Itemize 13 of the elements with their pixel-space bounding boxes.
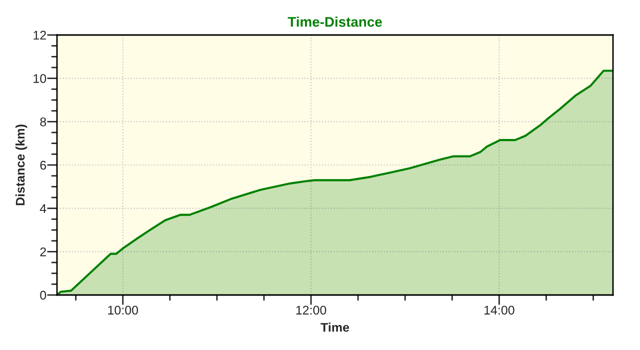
x-tick-label: 10:00 [108,306,138,315]
y-tick-label: 4 [40,204,46,213]
y-tick-label: 12 [34,30,46,40]
y-axis-title: Distance (km) [15,124,28,206]
y-tick-label: 8 [40,117,46,126]
chart-title: Time-Distance [288,16,382,27]
x-tick-label: 14:00 [484,306,514,315]
y-tick-label: 6 [40,160,46,170]
y-tick-label: 10 [34,74,46,83]
y-tick-label: 0 [40,290,46,300]
x-tick-label: 12:00 [296,306,326,315]
y-tick-label: 2 [40,247,46,256]
x-axis-title: Time [320,322,350,332]
